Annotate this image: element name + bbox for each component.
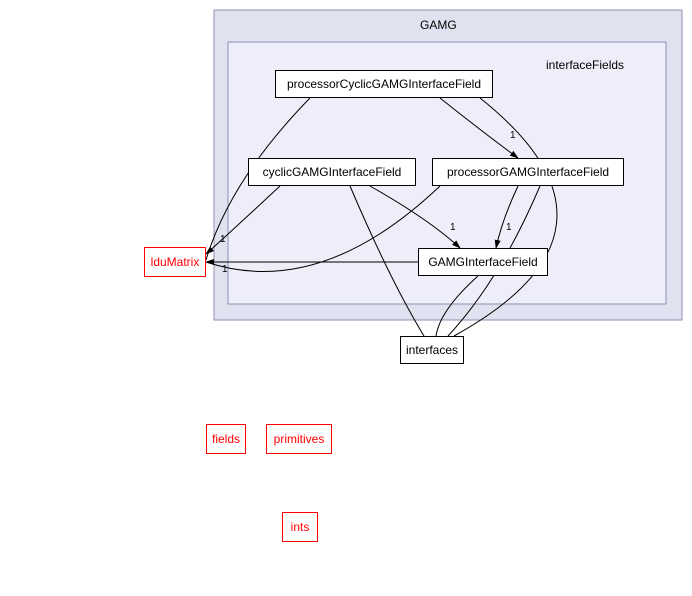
svg-text:1: 1 [450, 222, 456, 233]
node-gamg[interactable]: GAMGInterfaceField [418, 248, 548, 276]
svg-text:1: 1 [510, 130, 516, 141]
node-ldumatrix[interactable]: lduMatrix [144, 247, 206, 277]
node-fields[interactable]: fields [206, 424, 246, 454]
node-cyclic[interactable]: cyclicGAMGInterfaceField [248, 158, 416, 186]
node-ints[interactable]: ints [282, 512, 318, 542]
svg-text:1: 1 [506, 222, 512, 233]
cluster-interfacefields-label: interfaceFields [546, 58, 624, 72]
node-primitives[interactable]: primitives [266, 424, 332, 454]
node-processorcyclic[interactable]: processorCyclicGAMGInterfaceField [275, 70, 493, 98]
cluster-gamg-label: GAMG [420, 18, 457, 32]
node-interfaces[interactable]: interfaces [400, 336, 464, 364]
svg-text:1: 1 [220, 234, 226, 245]
svg-text:1: 1 [222, 264, 228, 275]
node-processor[interactable]: processorGAMGInterfaceField [432, 158, 624, 186]
